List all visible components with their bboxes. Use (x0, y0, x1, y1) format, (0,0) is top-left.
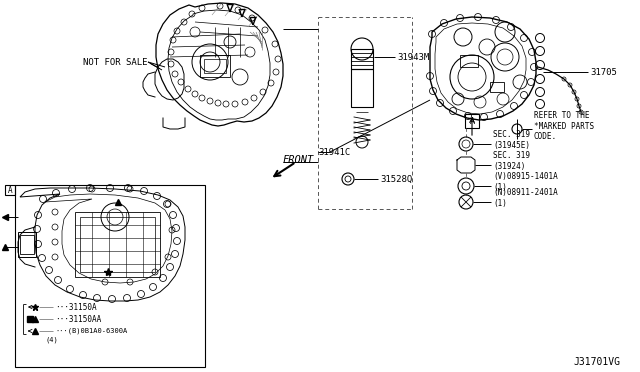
Bar (200, 55, 230, 77)
Text: ···31150A: ···31150A (55, 302, 97, 311)
Text: ···(B)0B1A0-6300A: ···(B)0B1A0-6300A (55, 328, 127, 334)
Bar (5, 185, 15, 195)
Text: (N)08911-2401A
(1): (N)08911-2401A (1) (493, 188, 557, 208)
Text: 31528Q: 31528Q (380, 174, 412, 183)
Text: A: A (470, 116, 474, 125)
Text: 31705: 31705 (590, 67, 617, 77)
Bar (460, 55, 478, 67)
Text: 31943M: 31943M (397, 52, 429, 61)
Text: (V)08915-1401A
(1): (V)08915-1401A (1) (493, 172, 557, 192)
Text: NOT FOR SALE: NOT FOR SALE (83, 58, 147, 67)
Text: 31941C: 31941C (318, 148, 350, 157)
Text: ···31150AA: ···31150AA (55, 314, 101, 324)
Text: SEC. 319
(31945E): SEC. 319 (31945E) (493, 130, 530, 150)
Bar (18, 232, 36, 257)
Text: A: A (8, 186, 12, 195)
Bar (490, 82, 504, 92)
Bar (204, 59, 226, 73)
Bar (351, 49, 373, 69)
Text: FRONT: FRONT (283, 155, 314, 165)
Text: (4): (4) (45, 337, 58, 343)
Bar (75, 212, 160, 277)
Text: J31701VG: J31701VG (573, 357, 620, 367)
Bar (80, 217, 155, 272)
Text: SEC. 319
(31924): SEC. 319 (31924) (493, 151, 530, 171)
Bar (351, 69, 373, 107)
Bar (15, 185, 205, 367)
Bar (20, 235, 34, 254)
Bar (465, 114, 479, 128)
Text: REFER TO THE
*MARKED PARTS
CODE.: REFER TO THE *MARKED PARTS CODE. (534, 111, 594, 141)
